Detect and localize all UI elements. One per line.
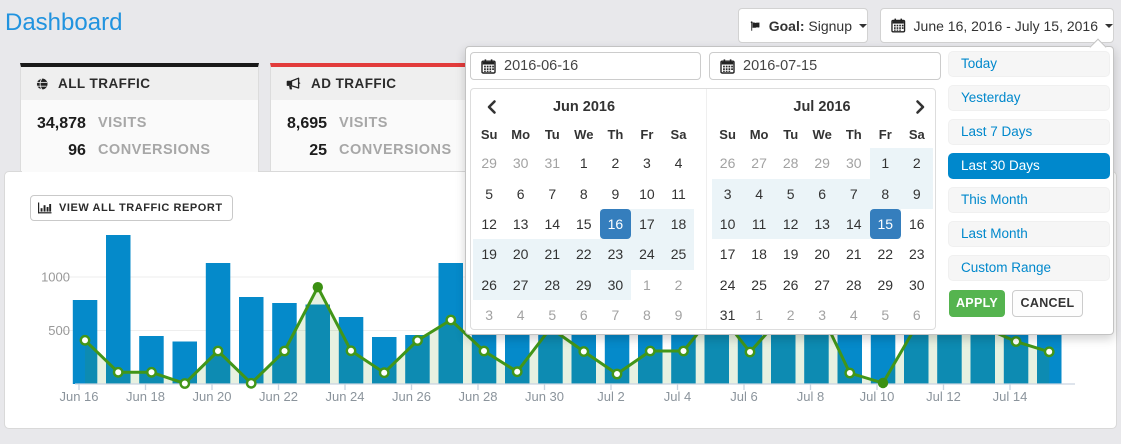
svg-text:Jun 24: Jun 24 — [325, 389, 364, 404]
svg-text:Jul 4: Jul 4 — [664, 389, 691, 404]
svg-text:Jul 8: Jul 8 — [797, 389, 824, 404]
svg-text:Jun 16: Jun 16 — [59, 389, 98, 404]
svg-text:500: 500 — [48, 323, 70, 338]
svg-text:Jul 6: Jul 6 — [730, 389, 757, 404]
svg-text:Jul 2: Jul 2 — [597, 389, 624, 404]
svg-text:Jun 20: Jun 20 — [192, 389, 231, 404]
svg-text:Jun 26: Jun 26 — [392, 389, 431, 404]
svg-text:1000: 1000 — [41, 270, 70, 285]
svg-text:Jun 28: Jun 28 — [458, 389, 497, 404]
svg-text:Jun 30: Jun 30 — [525, 389, 564, 404]
svg-text:Jul 14: Jul 14 — [993, 389, 1028, 404]
svg-text:Jul 10: Jul 10 — [860, 389, 895, 404]
svg-text:Jun 18: Jun 18 — [126, 389, 165, 404]
svg-text:Jun 22: Jun 22 — [259, 389, 298, 404]
svg-text:Jul 12: Jul 12 — [926, 389, 961, 404]
